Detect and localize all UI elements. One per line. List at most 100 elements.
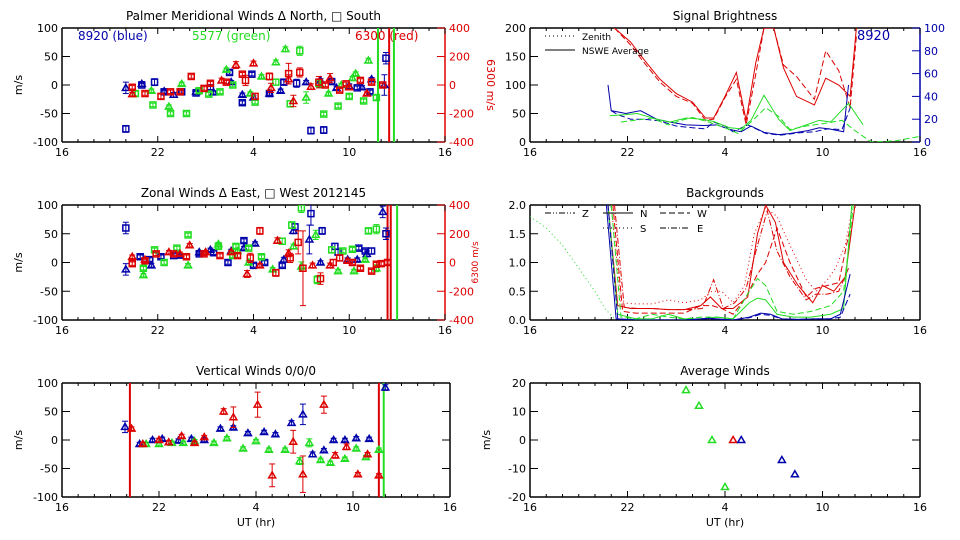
data-point-triangle [694, 400, 704, 410]
vertical-y-tick-label: 100 [37, 377, 58, 390]
data-point-triangle [319, 445, 329, 454]
average-y-label: m/s [480, 430, 493, 450]
vertical-y-tick-label: 50 [44, 406, 58, 419]
backgrounds-x-tick-label: 4 [722, 324, 729, 337]
data-point-triangle [146, 260, 157, 269]
zonal-x-tick-label: 16 [438, 324, 452, 337]
data-point-triangle [304, 234, 315, 243]
data-point-square [128, 83, 136, 92]
series-line [610, 103, 853, 136]
annotation-label: 8920 [857, 29, 890, 44]
average-y-tick-label: 0 [519, 434, 526, 447]
data-point-triangle [307, 260, 318, 269]
brightness-x-tick-label: 22 [621, 146, 635, 159]
data-point-square [256, 227, 264, 235]
data-point-triangle [264, 444, 274, 453]
zonal-y-right-tick-label: 0 [449, 257, 456, 270]
data-point-triangle [243, 428, 253, 437]
data-point-square [224, 258, 232, 267]
brightness-y-right-tick-label: 40 [924, 90, 938, 103]
data-point-triangle [288, 436, 298, 445]
series-line [614, 205, 849, 311]
legend-label: E [697, 224, 703, 235]
brightness-y-right-tick-label: 80 [924, 45, 938, 58]
series-8920-nswe-average [607, 84, 849, 136]
data-point-triangle [288, 95, 299, 105]
zonal-panel: Zonal Winds Δ East, □ West 2012145 16 22 4 1… [12, 186, 481, 337]
brightness-y-tick-label: 0 [519, 136, 526, 149]
brightness-y-tick-label: 150 [505, 51, 526, 64]
data-point-triangle [777, 454, 787, 464]
series-6300-south [128, 62, 387, 101]
data-point-triangle [154, 439, 164, 448]
data-point-triangle [280, 44, 291, 53]
data-point-triangle [374, 470, 384, 479]
meridional-y-right-tick-label: 200 [449, 51, 470, 64]
backgrounds-x-tick-label: 10 [816, 324, 830, 337]
data-point-square [342, 80, 350, 88]
data-point-square [297, 205, 306, 212]
data-point-square [316, 274, 325, 283]
data-point-triangle [374, 444, 384, 453]
data-point-square [166, 109, 175, 118]
data-point-triangle [271, 57, 281, 66]
data-point-triangle [138, 270, 149, 279]
average-panel: Average Winds 16 22 4 10 16 UT (hr) 20 10 0 -10 -20… [480, 364, 927, 529]
data-point-triangle [340, 435, 350, 444]
data-point-square [182, 253, 191, 261]
data-point-square [214, 242, 223, 251]
data-point-square [206, 79, 215, 88]
series-line [607, 205, 853, 320]
zonal-x-tick-label: 4 [250, 324, 257, 337]
data-point-triangle [328, 435, 339, 444]
series-5577-nswe-average [609, 94, 864, 132]
meridional-x-tick-label: 10 [342, 146, 356, 159]
data-point-square [367, 267, 376, 275]
data-point-square [150, 246, 159, 254]
average-y-tick-label: -10 [508, 463, 526, 476]
data-point-triangle [360, 254, 371, 263]
data-point-square [232, 242, 240, 251]
series-8920 [736, 435, 800, 478]
zonal-x-tick-label: 10 [342, 324, 356, 337]
data-point-square [334, 102, 342, 110]
zonal-y-right-tick-label: 200 [449, 228, 470, 241]
data-point-triangle [294, 456, 305, 465]
data-point-triangle [272, 235, 283, 244]
data-point-square [166, 88, 175, 96]
meridional-x-tick-label: 16 [438, 146, 452, 159]
data-point-triangle [790, 469, 800, 478]
meridional-y-tick-label: 100 [37, 22, 58, 35]
meridional-y-right-tick-label: -200 [449, 108, 474, 121]
data-point-triangle [267, 470, 277, 479]
brightness-x-tick-label: 10 [816, 146, 830, 159]
zonal-y-tick-label: -50 [40, 285, 58, 298]
data-point-square [169, 250, 178, 258]
data-point-triangle [127, 89, 138, 98]
data-point-triangle [251, 436, 261, 445]
data-point-square [257, 253, 266, 261]
zonal-y-tick-label: 100 [37, 199, 58, 212]
data-point-triangle [183, 260, 193, 269]
data-point-square [240, 236, 248, 245]
data-point-triangle [176, 78, 187, 88]
vertical-x-tick-label: 16 [55, 501, 69, 514]
data-point-triangle [361, 88, 372, 97]
data-point-triangle [178, 437, 189, 447]
average-x-tick-label: 10 [816, 501, 830, 514]
series-6300-zenith [126, 391, 384, 493]
data-point-square [272, 78, 280, 86]
data-point-square [382, 54, 390, 62]
meridional-x-tick-label: 4 [250, 146, 257, 159]
data-point-square [296, 47, 304, 55]
data-point-triangle [315, 257, 326, 266]
data-point-square [335, 254, 344, 262]
data-point-square [272, 269, 280, 277]
series-8920-s [607, 205, 851, 320]
series-6300-west [128, 226, 392, 307]
brightness-y-right-tick-label: 20 [924, 113, 938, 126]
data-point-triangle [127, 251, 138, 260]
data-point-square [141, 257, 149, 265]
legend-label: Z [582, 209, 589, 220]
